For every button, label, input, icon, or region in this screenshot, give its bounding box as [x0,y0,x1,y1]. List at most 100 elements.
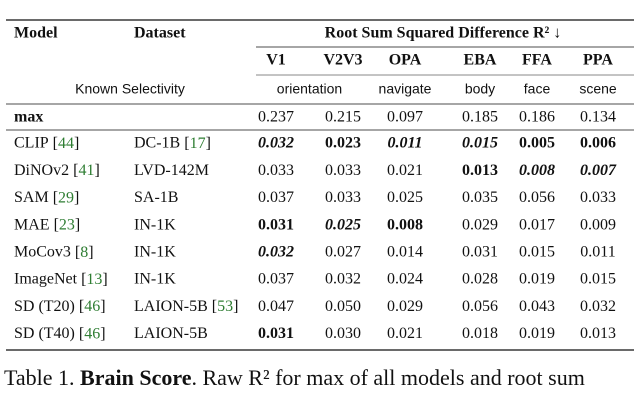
citation-part: ] [74,189,79,206]
citation-part: 44 [58,135,74,152]
citation: [8] [75,243,94,260]
citation-part: 41 [78,162,94,179]
citation-part: 23 [59,216,75,233]
citation: [17] [184,135,211,152]
citation: [44] [53,135,80,152]
citation-part: 13 [86,271,102,288]
citation-part: ] [94,162,99,179]
score: 0.037 [258,271,294,288]
citation-part: ] [100,298,105,315]
column-header: OPA [389,52,422,69]
citation-part: ] [100,325,105,342]
score: 0.009 [580,216,616,233]
citation: [53] [212,298,239,315]
score: 0.031 [258,216,294,233]
max-value: 0.097 [387,109,423,126]
citation-part: 46 [84,325,100,342]
column-header: FFA [522,52,552,69]
max-value: 0.134 [580,109,616,126]
selectivity: navigate [379,81,432,97]
column-header: V2V3 [323,52,362,69]
citation-part: ] [206,135,211,152]
dataset-name: DC-1B [134,135,180,152]
score: 0.018 [462,325,498,342]
score: 0.011 [580,243,615,260]
score: 0.019 [519,325,555,342]
citation-part: [ [75,243,80,260]
model-header: Model [14,25,58,42]
score: 0.047 [258,298,294,315]
dataset-name: LAION-5B [134,325,208,342]
column-header: V1 [266,52,286,69]
score: 0.028 [462,271,498,288]
selectivity: face [524,81,551,97]
max-label: max [14,109,43,126]
score: 0.031 [258,325,294,342]
dataset-name: IN-1K [134,271,176,288]
dataset-name: LVD-142M [134,162,209,179]
model-name: MoCov3 [14,243,71,260]
score: 0.030 [325,325,361,342]
caption: Table 1. Brain Score. Raw R² for max of … [4,365,585,390]
citation-part: [ [53,189,58,206]
model-name: SAM [14,189,49,206]
column-header: EBA [464,52,497,69]
max-value: 0.237 [258,109,294,126]
score: 0.014 [387,243,423,260]
score: 0.013 [462,162,498,179]
score: 0.056 [519,189,555,206]
score: 0.005 [519,135,555,152]
dataset-name: SA-1B [134,189,178,206]
score: 0.017 [519,216,555,233]
dataset-name: IN-1K [134,243,176,260]
score: 0.029 [387,298,423,315]
selectivity: scene [579,81,617,97]
citation-part: [ [54,216,59,233]
dataset-name: IN-1K [134,216,176,233]
citation: [13] [81,271,108,288]
score: 0.031 [462,243,498,260]
score: 0.007 [580,162,617,179]
citation-part: ] [74,135,79,152]
citation-part: 29 [58,189,74,206]
max-value: 0.215 [325,109,361,126]
citation-part: [ [81,271,86,288]
model-name: SD (T20) [14,298,75,315]
score: 0.021 [387,325,423,342]
score: 0.025 [325,216,361,233]
score: 0.006 [580,135,616,152]
score: 0.023 [325,135,361,152]
score: 0.021 [387,162,423,179]
citation-part: [ [212,298,217,315]
score: 0.043 [519,298,555,315]
citation-part: 8 [80,243,88,260]
score: 0.027 [325,243,361,260]
score: 0.029 [462,216,498,233]
score: 0.015 [519,243,555,260]
citation-part: [ [184,135,189,152]
citation-part: ] [88,243,93,260]
citation-part: ] [102,271,107,288]
citation-part: 17 [190,135,206,152]
citation-part: 46 [84,298,100,315]
citation-part: ] [233,298,238,315]
score: 0.035 [462,189,498,206]
score: 0.015 [462,135,498,152]
score: 0.008 [519,162,555,179]
model-name: ImageNet [14,271,78,288]
score: 0.032 [580,298,616,315]
max-value: 0.185 [462,109,498,126]
score: 0.033 [325,189,361,206]
score: 0.033 [580,189,616,206]
group-header: Root Sum Squared Difference R² ↓ [325,25,562,42]
max-value: 0.186 [519,109,555,126]
model-name: DiNOv2 [14,162,69,179]
dataset-name: LAION-5B [134,298,208,315]
citation-part: [ [79,298,84,315]
citation-part: 53 [217,298,233,315]
column-header: PPA [583,52,613,69]
score: 0.019 [519,271,555,288]
score: 0.037 [258,189,294,206]
score: 0.032 [325,271,361,288]
score: 0.032 [258,243,294,260]
